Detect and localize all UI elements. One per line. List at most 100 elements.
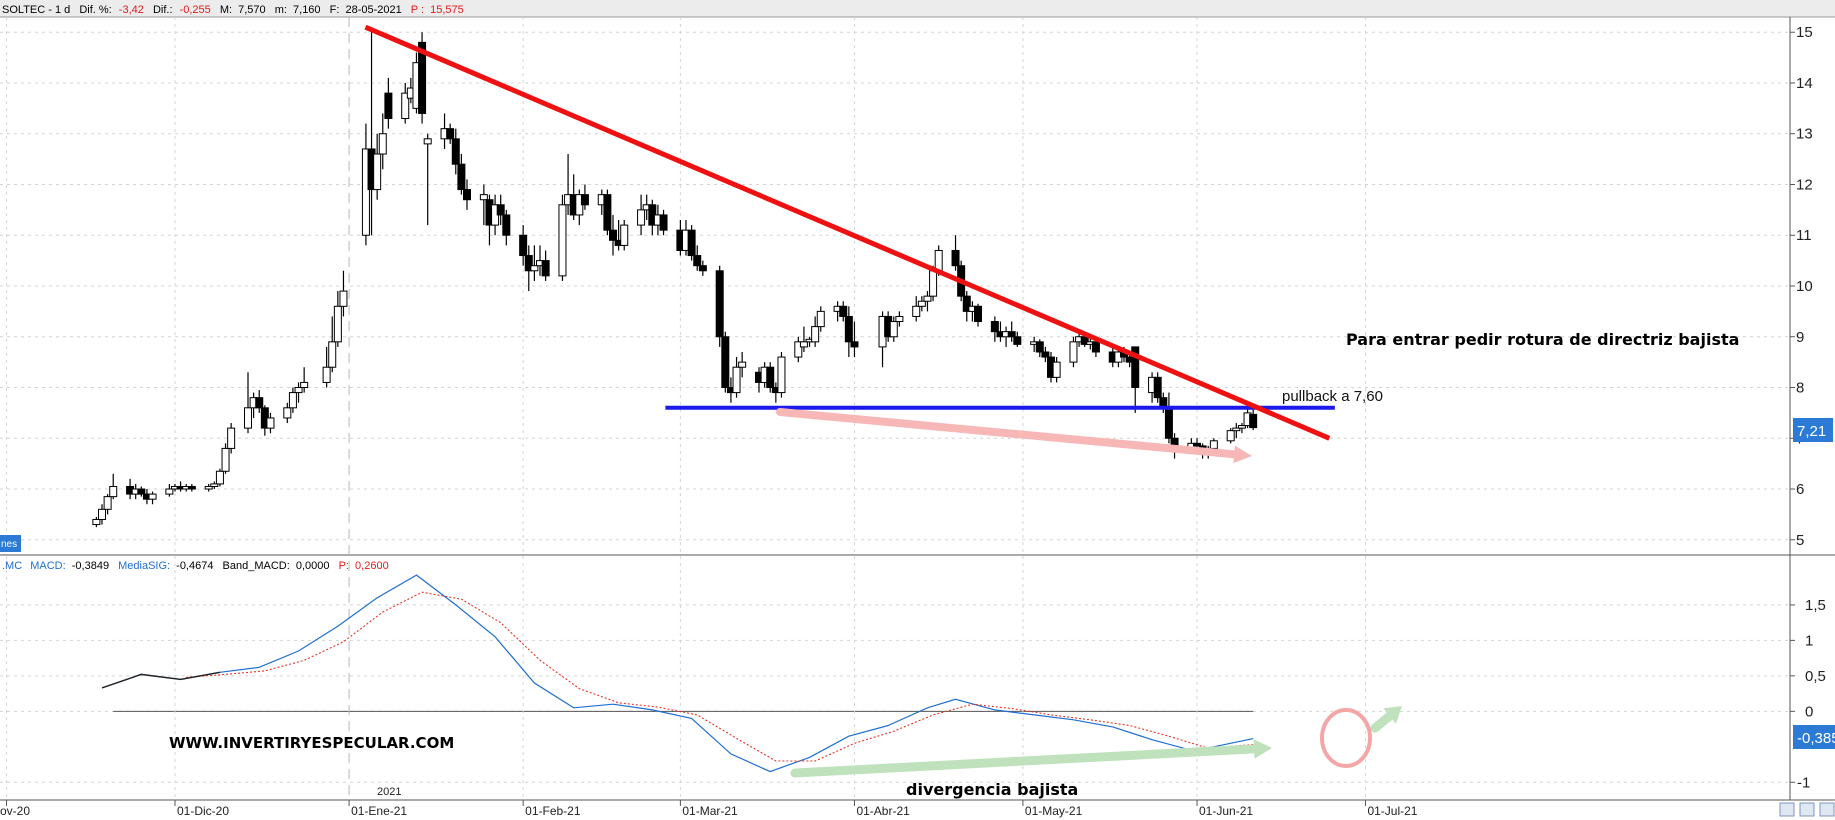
candle-body — [698, 265, 707, 272]
candle-body — [1041, 351, 1050, 358]
header-dif-pct-label: Dif. %: — [79, 4, 111, 16]
candle-body — [378, 133, 387, 155]
candle-body — [1193, 442, 1201, 447]
header-bar — [0, 0, 1835, 17]
candle-body — [912, 305, 921, 317]
zoom-button[interactable] — [1819, 802, 1835, 817]
candle-body — [283, 407, 292, 419]
candle-body — [502, 214, 511, 236]
scroll-left-button[interactable] — [1779, 802, 1795, 817]
candle-body — [609, 229, 617, 241]
price-tick-label: 5 — [1796, 532, 1804, 549]
candle-body — [384, 92, 393, 120]
candle-body — [333, 305, 342, 343]
candle-body — [227, 427, 236, 449]
candle-body — [187, 485, 196, 490]
macd-header: .MC MACD: -0,3849 MediaSIG: -0,4674 Band… — [2, 560, 389, 572]
macd-tick-label: 1 — [1805, 632, 1813, 649]
candle-body — [558, 204, 567, 277]
candle-body — [715, 270, 724, 338]
candle-body — [98, 508, 106, 520]
macd-prefix: .MC — [2, 560, 22, 572]
candle-body — [479, 194, 488, 201]
macd-lines — [101, 574, 1254, 773]
header-date-label: F: — [330, 4, 340, 16]
price-tick-label: 6 — [1796, 481, 1804, 498]
candle-body — [288, 392, 297, 409]
band-value: 0,0000 — [296, 560, 330, 572]
date-tick-label: 01-Jun-21 — [1199, 804, 1253, 818]
candle-body — [322, 366, 331, 383]
candle-body — [451, 138, 460, 165]
macd-label: MACD: — [30, 560, 65, 572]
header-p: 15,575 — [430, 4, 464, 16]
candle-body — [109, 485, 118, 498]
green-up-arrow — [1370, 706, 1402, 733]
header-p-label: P : — [411, 4, 424, 16]
left-tag-text: nes — [1, 539, 17, 550]
candle-body — [266, 417, 275, 429]
candle-body — [1232, 427, 1241, 432]
macd-early-segment — [101, 671, 221, 689]
macd-tick-label: 1,5 — [1805, 597, 1826, 614]
candle-body — [530, 265, 539, 272]
candle-body — [361, 148, 370, 236]
candle-body — [1069, 341, 1078, 363]
candle-body — [1153, 376, 1162, 399]
price-tick-label: 15 — [1796, 24, 1813, 41]
candle-body — [221, 447, 230, 472]
macd-p-label: P: — [339, 560, 349, 572]
candle-body — [300, 381, 309, 389]
macd-value: -0,3849 — [72, 560, 109, 572]
candle-body — [255, 397, 264, 409]
date-tick-label: 01-Dic-20 — [177, 804, 229, 818]
date-tick-label: ov-20 — [0, 804, 30, 818]
candle-body — [1237, 425, 1246, 429]
candle-body — [204, 485, 213, 490]
macd-series-line — [101, 574, 1254, 773]
date-axis: ov-20 01-Dic-20 01-Ene-21 01-Feb-21 01-Mar-2… — [0, 800, 1418, 818]
candle-body — [889, 321, 898, 338]
price-tick-label: 8 — [1796, 380, 1804, 397]
candle-body — [446, 128, 455, 140]
candle-body — [951, 249, 960, 267]
candle-body — [811, 326, 820, 343]
arrow-shaft — [1370, 711, 1395, 733]
divergence-note: divergencia bajista — [906, 780, 1078, 799]
candle-body — [519, 234, 528, 257]
macd-axis: -1 0 0,5 1 1,5 — [1790, 597, 1826, 791]
candle-body — [463, 189, 471, 201]
arrow-head — [1253, 739, 1272, 759]
date-tick-label: 01-Ene-21 — [351, 804, 407, 818]
downtrend-line — [364, 24, 1331, 441]
header-readout: SOLTEC - 1 d Dif. %: -3,42 Dif.: -0,255 … — [2, 4, 464, 16]
candle-body — [496, 204, 505, 216]
candle-body — [844, 315, 853, 343]
candle-body — [457, 163, 466, 191]
signal-value: -0,4674 — [176, 560, 213, 572]
circle-highlight — [1320, 708, 1372, 768]
breakout-note: Para entrar pedir rotura de directriz ba… — [1346, 330, 1739, 349]
pullback-note: pullback a 7,60 — [1282, 388, 1383, 405]
candle-body — [850, 341, 859, 348]
candle-body — [1013, 336, 1022, 345]
candle-body — [923, 295, 932, 302]
year-label: 2021 — [377, 786, 401, 798]
candle-body — [1249, 413, 1258, 429]
date-tick-label: 01-Feb-21 — [525, 804, 581, 818]
header-dif-pct: -3,42 — [119, 4, 144, 16]
candle-body — [1035, 341, 1044, 353]
macd-tag-text: -0,385 — [1797, 730, 1835, 747]
scroll-right-button[interactable] — [1799, 802, 1815, 817]
candle-body — [103, 496, 112, 510]
price-axis: 56789101112131415 — [1790, 24, 1813, 549]
candle-body — [839, 305, 848, 317]
candle-body — [524, 255, 533, 272]
candle-body — [620, 224, 629, 246]
candle-body — [418, 41, 427, 114]
candle-body — [895, 315, 904, 323]
candle-body — [637, 209, 646, 226]
candle-body — [92, 518, 101, 526]
candle-body — [816, 310, 825, 328]
arrow-head — [1233, 445, 1252, 464]
